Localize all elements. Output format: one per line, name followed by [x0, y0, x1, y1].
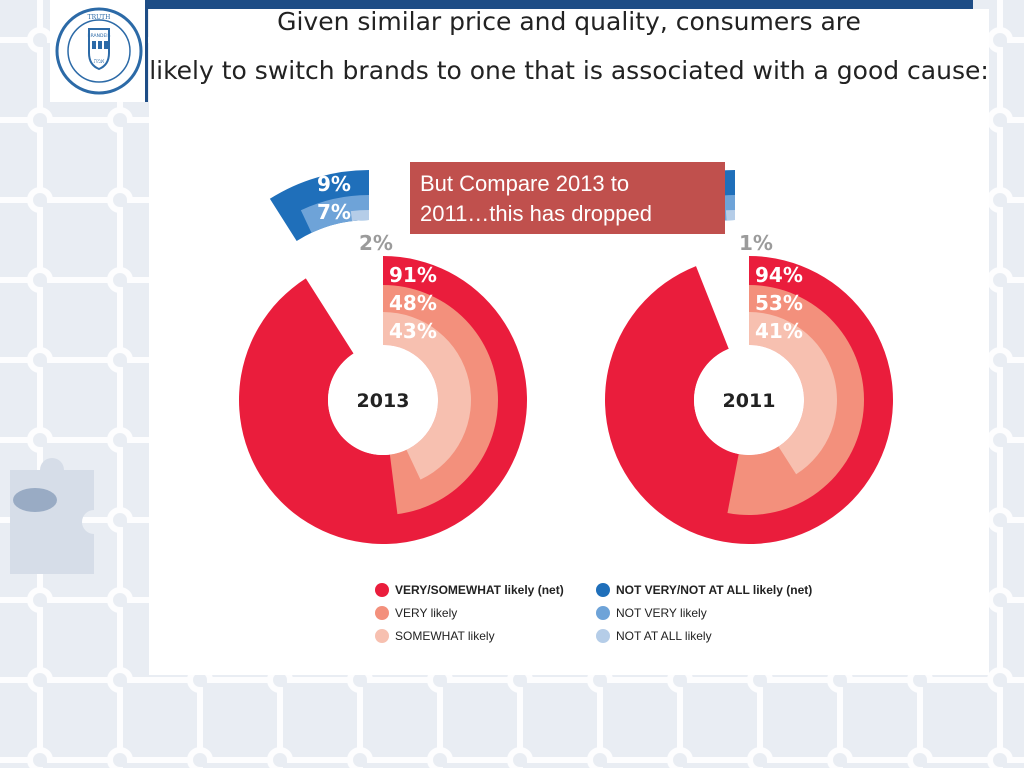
- donut-1-hole: [328, 345, 438, 455]
- legend-right-item: NOT VERY/NOT AT ALL likely (net): [596, 578, 812, 601]
- donut-1-label-somewhat-likely: 43%: [389, 319, 437, 343]
- legend-left-item: VERY/SOMEWHAT likely (net): [375, 578, 564, 601]
- donut-2-center-label: 2011: [723, 390, 776, 412]
- donut-1-label-net-likely: 91%: [389, 263, 437, 287]
- headline-line-2: likely to switch brands to one that is a…: [149, 56, 989, 85]
- donut-2-label-not-net: 6%: [769, 172, 803, 196]
- donut-1-label-not-net: 9%: [317, 172, 351, 196]
- legend-label: VERY/SOMEWHAT likely (net): [395, 582, 564, 597]
- donut-2-label-not-very: 5%: [769, 200, 803, 224]
- donut-2-hole: [694, 345, 804, 455]
- legend-swatch-icon: [596, 628, 610, 643]
- legend-swatch-icon: [596, 582, 610, 597]
- donut-1-slice-somewhat-likely: [383, 312, 472, 480]
- donut-charts: 2013 91% 48% 43% 2011 94% 53% 41% 9% 7% 2% 6% 5% 1%: [239, 170, 893, 544]
- legend-swatch-icon: [375, 605, 389, 620]
- legend-left-item: SOMEWHAT likely: [375, 624, 564, 647]
- donut-2-slice-not-at-all: [725, 210, 735, 221]
- donut-1-label-not-at-all: 2%: [359, 231, 393, 255]
- legend-label: VERY likely: [395, 605, 458, 620]
- legend-right: NOT VERY/NOT AT ALL likely (net) NOT VERY…: [596, 578, 812, 647]
- legend-swatch-icon: [375, 628, 389, 643]
- donut-2-label-somewhat-likely: 41%: [755, 319, 803, 343]
- headline-line-1: Given similar price and quality, consume…: [277, 7, 861, 36]
- donut-1-center-label: 2013: [357, 390, 410, 412]
- logo-divider: [145, 0, 148, 102]
- legend-swatch-icon: [596, 605, 610, 620]
- legend-left: VERY/SOMEWHAT likely (net) VERY likely SOM…: [375, 578, 564, 647]
- donut-1-slice-not-at-all: [350, 210, 369, 222]
- brandeis-seal-logo: TRUTH BRANDEIS אמת: [55, 7, 143, 95]
- donut-2-label-net-likely: 94%: [755, 263, 803, 287]
- legend-swatch-icon: [375, 582, 389, 597]
- donut-2-slice-somewhat-likely: [749, 312, 838, 475]
- legend-right-item: NOT AT ALL likely: [596, 624, 812, 647]
- donut-1-slice-not-very: [300, 195, 369, 233]
- puzzle-piece-icon: [10, 458, 94, 574]
- callout-line-1: But Compare 2013 to: [420, 171, 630, 196]
- legend-label: NOT VERY likely: [616, 605, 707, 620]
- legend-label: NOT AT ALL likely: [616, 628, 712, 643]
- donut-1-label-not-very: 7%: [317, 200, 351, 224]
- donut-2-label-very-likely: 53%: [755, 291, 803, 315]
- donut-2-label-not-at-all: 1%: [739, 231, 773, 255]
- callout-line-2: 2011…this has dropped: [420, 201, 652, 226]
- legend-label: NOT VERY/NOT AT ALL likely (net): [616, 582, 813, 597]
- donut-1-label-very-likely: 48%: [389, 291, 437, 315]
- svg-text:TRUTH: TRUTH: [88, 14, 111, 21]
- svg-text:BRANDEIS: BRANDEIS: [88, 33, 111, 39]
- svg-text:אמת: אמת: [94, 58, 105, 65]
- legend-label: SOMEWHAT likely: [395, 628, 495, 643]
- legend-right-item: NOT VERY likely: [596, 601, 812, 624]
- legend-left-item: VERY likely: [375, 601, 564, 624]
- top-accent-bar: [145, 0, 973, 9]
- callout-box: But Compare 2013 to 2011…this has droppe…: [410, 162, 725, 234]
